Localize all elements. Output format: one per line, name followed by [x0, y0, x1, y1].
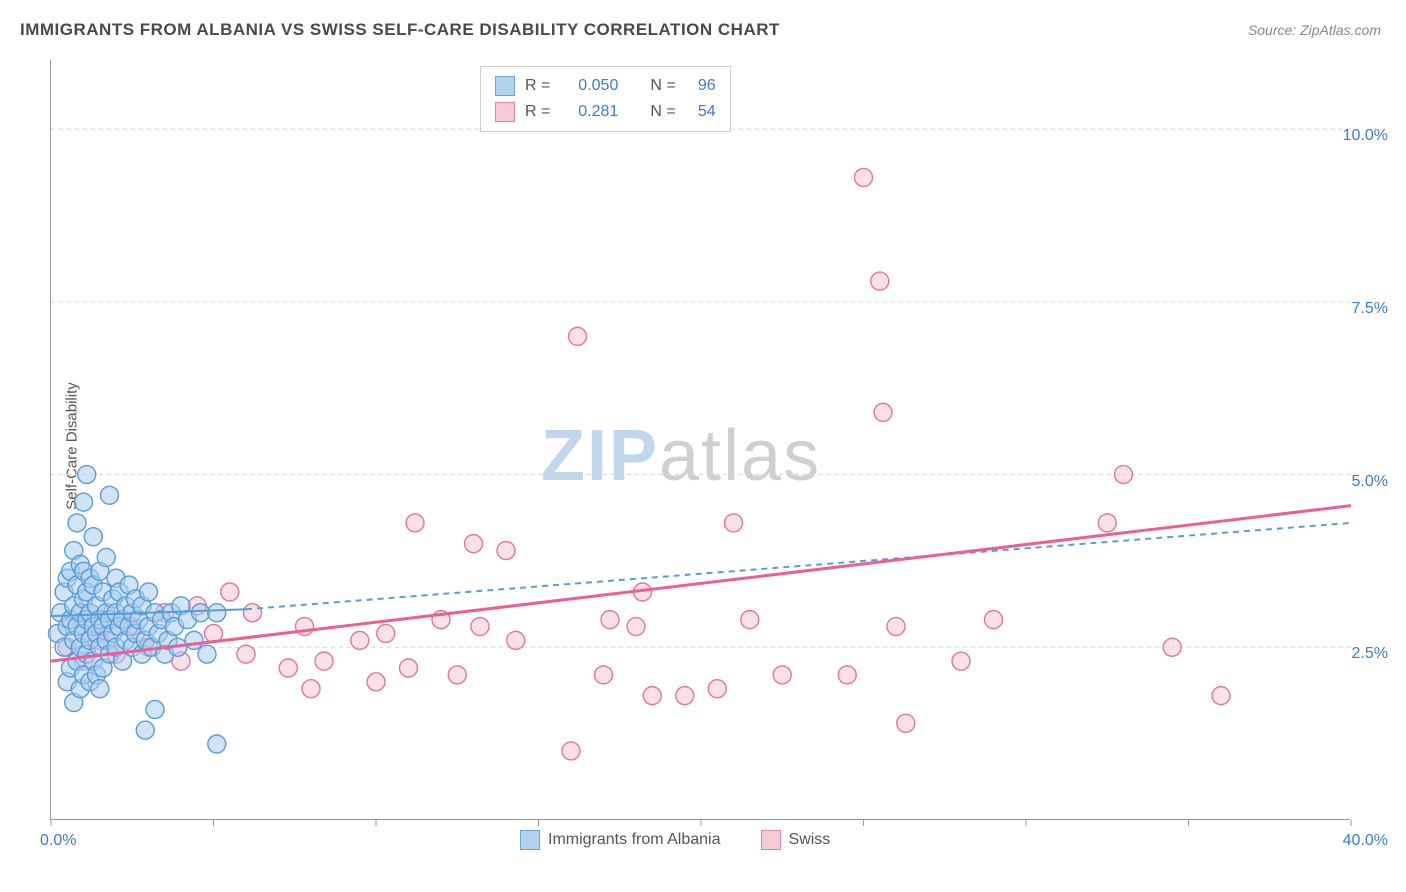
- legend-row-a: R = 0.050 N = 96: [495, 73, 716, 99]
- chart-title: IMMIGRANTS FROM ALBANIA VS SWISS SELF-CA…: [20, 20, 780, 40]
- n-value-b: 54: [686, 99, 716, 125]
- correlation-legend: R = 0.050 N = 96 R = 0.281 N = 54: [480, 66, 731, 132]
- legend-row-b: R = 0.281 N = 54: [495, 99, 716, 125]
- r-value-a: 0.050: [560, 73, 618, 99]
- r-label: R =: [525, 99, 550, 125]
- y-tick-5.0: 5.0%: [1352, 473, 1388, 491]
- r-label: R =: [525, 73, 550, 99]
- swatch-b: [495, 102, 515, 122]
- legend-label-a: Immigrants from Albania: [548, 831, 721, 849]
- y-tick-2.5: 2.5%: [1352, 645, 1388, 663]
- swatch-a: [495, 76, 515, 96]
- x-tick-0: 0.0%: [40, 832, 76, 850]
- legend-item-b: Swiss: [761, 830, 831, 850]
- plot-area: ZIPatlas: [50, 60, 1350, 820]
- swatch-b-icon: [761, 830, 781, 850]
- n-value-a: 96: [686, 73, 716, 99]
- swatch-a-icon: [520, 830, 540, 850]
- n-label: N =: [650, 73, 675, 99]
- y-tick-7.5: 7.5%: [1352, 300, 1388, 318]
- chart-container: IMMIGRANTS FROM ALBANIA VS SWISS SELF-CA…: [0, 0, 1406, 892]
- n-label: N =: [650, 99, 675, 125]
- x-tick-40: 40.0%: [1343, 832, 1388, 850]
- legend-label-b: Swiss: [789, 831, 831, 849]
- source-label: Source: ZipAtlas.com: [1248, 22, 1381, 38]
- y-tick-10.0: 10.0%: [1343, 127, 1388, 145]
- legend-item-a: Immigrants from Albania: [520, 830, 721, 850]
- r-value-b: 0.281: [560, 99, 618, 125]
- series-legend: Immigrants from Albania Swiss: [520, 830, 830, 850]
- chart-svg: [51, 60, 1350, 819]
